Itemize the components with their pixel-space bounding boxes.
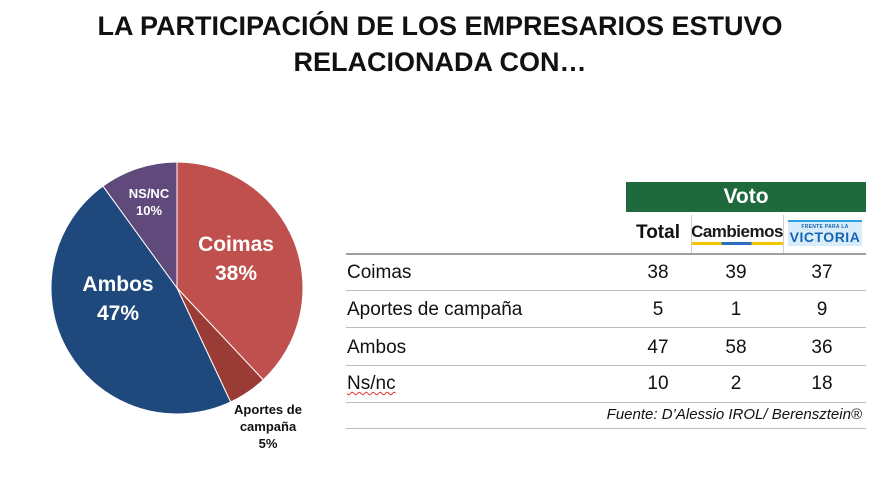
table-rule: [346, 290, 866, 291]
pie-slice-coimas: [176, 161, 304, 381]
col-header-victoria: FRENTE PARA LA VICTORIA: [784, 215, 866, 251]
pie-label-nsnc-pct: 10%: [136, 203, 162, 218]
source-note: Fuente: D’Alessio IROL/ Berensztein®: [606, 406, 862, 423]
col-header-total: Total: [636, 222, 680, 243]
cell-ambos-cambiemos: 58: [725, 337, 747, 358]
victoria-logo: FRENTE PARA LA VICTORIA: [788, 220, 862, 246]
cell-nsnc-cambiemos: 2: [730, 373, 742, 394]
cell-ambos-total: 47: [647, 337, 669, 358]
row-label-nsnc: Ns/nc: [347, 373, 396, 395]
title-line-1: LA PARTICIPACIÓN DE LOS EMPRESARIOS ESTU…: [97, 11, 783, 41]
cell-aportes-cambiemos: 1: [730, 299, 742, 320]
title-line-2: RELACIONADA CON…: [293, 47, 587, 77]
table-rule: [346, 402, 866, 403]
cambiemos-logo: Cambiemos: [691, 222, 783, 245]
header-divider: [691, 215, 692, 253]
cell-coimas-total: 38: [647, 262, 669, 283]
cell-aportes-total: 5: [652, 299, 664, 320]
pie-label-aportes-line1: Aportes de: [234, 402, 302, 417]
cell-aportes-victoria: 9: [816, 299, 828, 320]
cell-ambos-victoria: 36: [811, 337, 833, 358]
pie-slice-ambos: [50, 185, 232, 415]
cell-nsnc-total: 10: [647, 373, 669, 394]
pie-label-ambos-pct: 47%: [97, 302, 139, 325]
row-label-nsnc-text: Ns/nc: [347, 373, 396, 394]
row-label-aportes: Aportes de campaña: [347, 299, 523, 320]
cambiemos-logo-text: Cambiemos: [691, 221, 783, 241]
row-label-ambos: Ambos: [347, 337, 407, 358]
voto-header: Voto: [626, 182, 866, 212]
pie-label-coimas-name: Coimas: [198, 233, 274, 256]
table-rule: [346, 327, 866, 328]
table-rule: [346, 428, 866, 429]
pie-label-nsnc-name: NS/NC: [129, 186, 170, 201]
table-rule: [346, 253, 866, 255]
col-header-cambiemos: Cambiemos: [691, 215, 783, 251]
cell-coimas-victoria: 37: [811, 262, 833, 283]
header-divider: [783, 215, 784, 253]
cell-nsnc-victoria: 18: [811, 373, 833, 394]
cambiemos-logo-bar: [691, 241, 783, 245]
pie-slice-ns-nc: [102, 161, 178, 290]
pie-label-aportes-pct: 5%: [259, 436, 278, 451]
pie-label-coimas-pct: 38%: [215, 262, 257, 285]
table-rule: [346, 365, 866, 366]
victoria-logo-small: FRENTE PARA LA: [801, 223, 849, 230]
page-title: LA PARTICIPACIÓN DE LOS EMPRESARIOS ESTU…: [0, 8, 880, 80]
cell-coimas-cambiemos: 39: [725, 262, 747, 283]
pie-label-ambos-name: Ambos: [82, 273, 153, 296]
victoria-logo-big: VICTORIA: [789, 228, 861, 245]
row-label-coimas: Coimas: [347, 262, 412, 283]
pie-label-aportes-line2: campaña: [240, 419, 297, 434]
